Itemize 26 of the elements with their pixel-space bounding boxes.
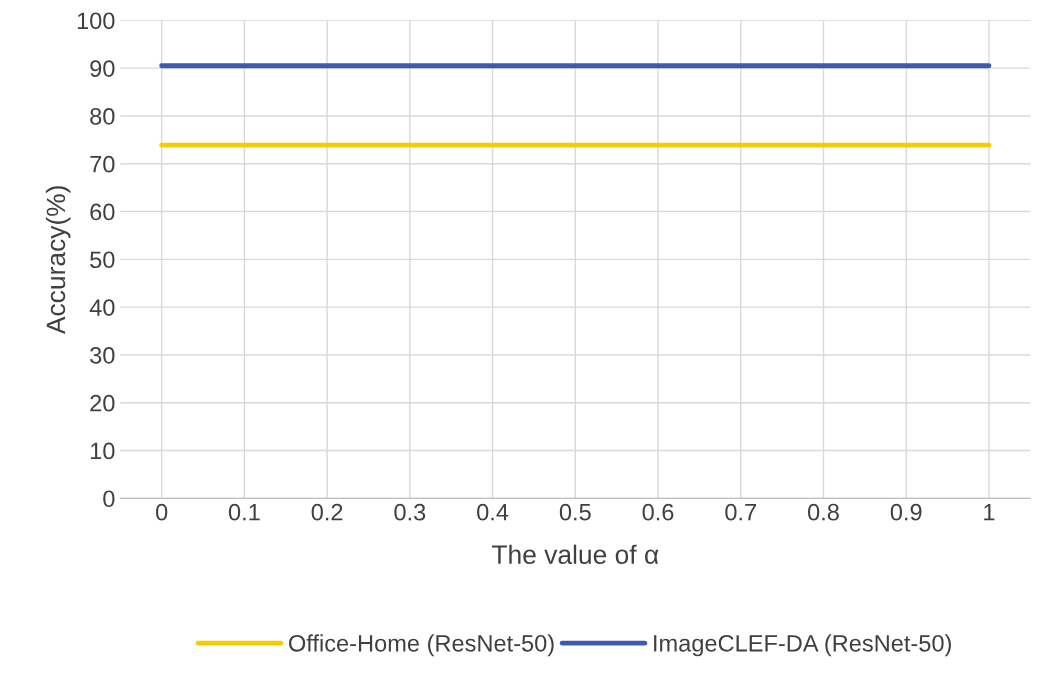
x-axis-title: The value of α bbox=[491, 544, 659, 565]
x-tick-label: 0.4 bbox=[477, 503, 509, 521]
x-tick-label: 0.6 bbox=[642, 503, 674, 521]
y-axis-title: Accuracy(%) bbox=[45, 186, 71, 335]
y-tick-label: 90 bbox=[90, 60, 115, 77]
legend-label: Office-Home (ResNet-50) bbox=[289, 634, 554, 657]
x-tick-label: 1 bbox=[984, 504, 995, 521]
x-tick-label: 0 bbox=[156, 503, 168, 521]
y-tick-label: 0 bbox=[103, 490, 115, 508]
legend-label: ImageCLEF-DA (ResNet-50) bbox=[654, 634, 951, 657]
x-tick-label: 0.2 bbox=[311, 503, 343, 521]
y-tick-label: 30 bbox=[90, 347, 115, 364]
y-tick-label: 40 bbox=[89, 299, 115, 316]
x-tick-label: 0.3 bbox=[394, 503, 426, 521]
x-tick-label: 0.5 bbox=[559, 503, 591, 521]
x-tick-label: 0.1 bbox=[228, 503, 260, 521]
y-tick-label: 100 bbox=[77, 12, 115, 30]
y-tick-label: 50 bbox=[90, 251, 115, 269]
x-tick-label: 0.9 bbox=[890, 503, 922, 521]
y-tick-label: 70 bbox=[90, 155, 115, 173]
y-tick-label: 20 bbox=[90, 394, 115, 412]
y-tick-label: 80 bbox=[90, 108, 115, 125]
x-tick-label: 0.7 bbox=[725, 503, 756, 521]
y-tick-label: 60 bbox=[90, 203, 115, 221]
y-tick-label: 10 bbox=[90, 442, 115, 460]
x-tick-label: 0.8 bbox=[808, 503, 839, 521]
